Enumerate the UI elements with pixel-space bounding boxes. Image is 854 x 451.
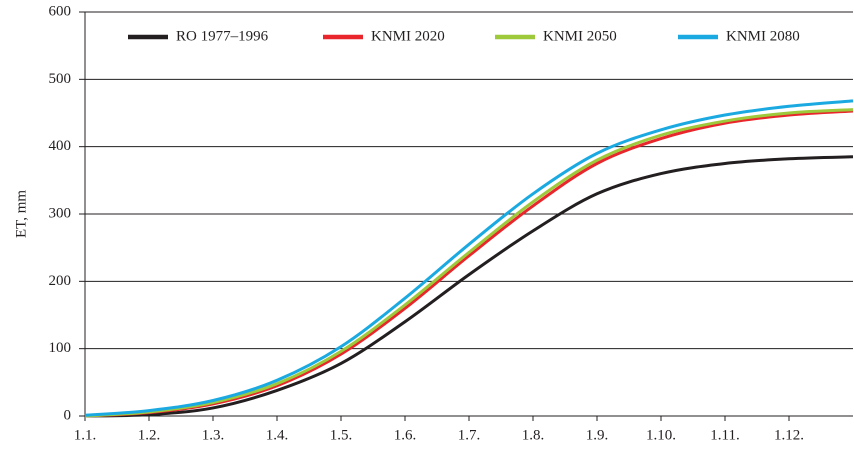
y-tick-label: 500 — [49, 71, 72, 87]
legend-label: RO 1977–1996 — [176, 28, 269, 44]
line — [84, 109, 854, 418]
y-axis-label: ET, mm — [13, 190, 29, 238]
x-tick-label: 1.2. — [138, 427, 161, 443]
legend-label: KNMI 2080 — [726, 28, 800, 44]
x-tick-label: 1.7. — [458, 427, 481, 443]
y-tick-label: 200 — [49, 273, 72, 289]
y-tick-label: 100 — [49, 340, 72, 356]
legend-label: KNMI 2020 — [371, 28, 445, 44]
y-tick-label: 300 — [49, 205, 72, 221]
x-tick-label: 1.3. — [202, 427, 225, 443]
x-tick-label: 1.5. — [330, 427, 353, 443]
x-tick-label: 1.8. — [522, 427, 545, 443]
line — [84, 99, 854, 417]
x-tick-label: 1.10. — [646, 427, 676, 443]
x-tick-label: 1.4. — [266, 427, 289, 443]
x-tick-label: 1.11. — [710, 427, 739, 443]
line — [84, 108, 854, 418]
x-tick-label: 1.1. — [74, 427, 97, 443]
x-tick-label: 1.9. — [586, 427, 609, 443]
x-tick-label: 1.12. — [774, 427, 804, 443]
line — [84, 155, 854, 418]
legend-label: KNMI 2050 — [543, 28, 617, 44]
y-tick-label: 400 — [49, 138, 72, 154]
y-tick-label: 0 — [64, 407, 72, 423]
x-tick-label: 1.6. — [394, 427, 417, 443]
y-tick-label: 600 — [49, 3, 72, 19]
